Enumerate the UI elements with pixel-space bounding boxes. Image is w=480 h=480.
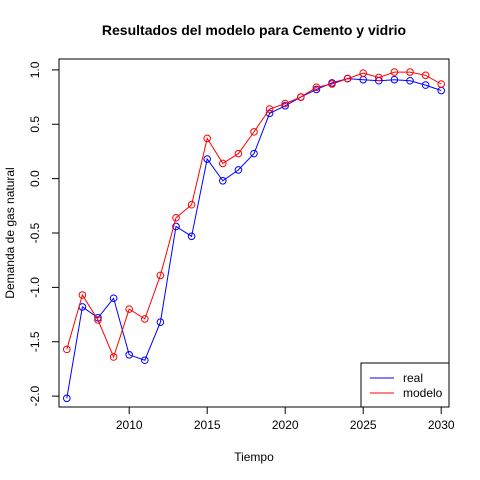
y-tick-label: 1.0 [28, 61, 42, 78]
legend-label-modelo: modelo [403, 386, 443, 400]
data-point-modelo [281, 99, 290, 108]
data-point-modelo [437, 80, 446, 88]
x-tick-label: 2015 [194, 418, 221, 432]
legend-box [360, 362, 450, 408]
data-point-modelo [250, 128, 258, 136]
y-tick-label: -2.0 [28, 385, 42, 406]
data-point-real [250, 149, 258, 158]
data-point-real [203, 155, 211, 163]
legend-label-real: real [403, 371, 423, 385]
data-point-modelo [203, 134, 211, 143]
y-axis-label: Demanda de gas natural [3, 167, 17, 298]
y-tick-label: -0.5 [28, 222, 42, 243]
data-point-modelo [421, 71, 430, 80]
data-point-modelo [265, 105, 274, 113]
data-point-modelo [125, 305, 133, 313]
data-point-real [281, 101, 290, 110]
y-tick-label: -1.5 [28, 331, 42, 352]
data-point-modelo [297, 93, 305, 101]
data-point-modelo [78, 291, 87, 299]
x-tick-label: 2025 [350, 418, 377, 432]
data-point-modelo [390, 68, 399, 76]
y-axis: -2.0 -1.5 -1.0 -0.5 0.0 0.5 1.0 [28, 61, 60, 406]
data-point-real [187, 232, 196, 241]
data-point-modelo [63, 345, 71, 354]
x-axis-label: Tiempo [234, 450, 274, 464]
data-point-real [234, 166, 243, 174]
data-point-modelo [312, 83, 321, 92]
data-point-real [219, 177, 227, 185]
data-point-real [141, 356, 149, 365]
data-point-modelo [406, 68, 414, 76]
data-point-modelo [141, 315, 149, 323]
data-point-real [172, 222, 180, 231]
x-tick-label: 2010 [116, 418, 143, 432]
data-point-modelo [375, 73, 383, 82]
series-layer [63, 68, 446, 403]
data-point-real [125, 351, 133, 359]
x-tick-label: 2030 [428, 418, 455, 432]
data-point-modelo [109, 353, 118, 361]
x-tick-label: 2020 [272, 418, 299, 432]
data-point-modelo [343, 74, 352, 83]
data-point-real [390, 75, 399, 84]
data-point-real [109, 294, 118, 303]
y-tick-label: 0.5 [28, 116, 42, 133]
data-point-modelo [359, 69, 368, 77]
data-point-real [406, 76, 414, 85]
data-point-modelo [328, 80, 336, 88]
data-point-modelo [234, 149, 243, 158]
data-point-modelo [156, 271, 165, 280]
y-tick-label: 0.0 [28, 170, 42, 187]
series-line-modelo [66, 71, 442, 359]
data-point-modelo [94, 316, 102, 324]
data-point-real [156, 318, 165, 326]
data-point-modelo [187, 200, 196, 209]
data-point-real [421, 81, 430, 89]
data-point-modelo [219, 159, 227, 168]
y-tick-label: -1.0 [28, 277, 42, 298]
data-point-modelo [172, 213, 180, 222]
data-point-real [63, 394, 71, 403]
chart-title: Resultados del modelo para Cemento y vid… [102, 22, 406, 38]
